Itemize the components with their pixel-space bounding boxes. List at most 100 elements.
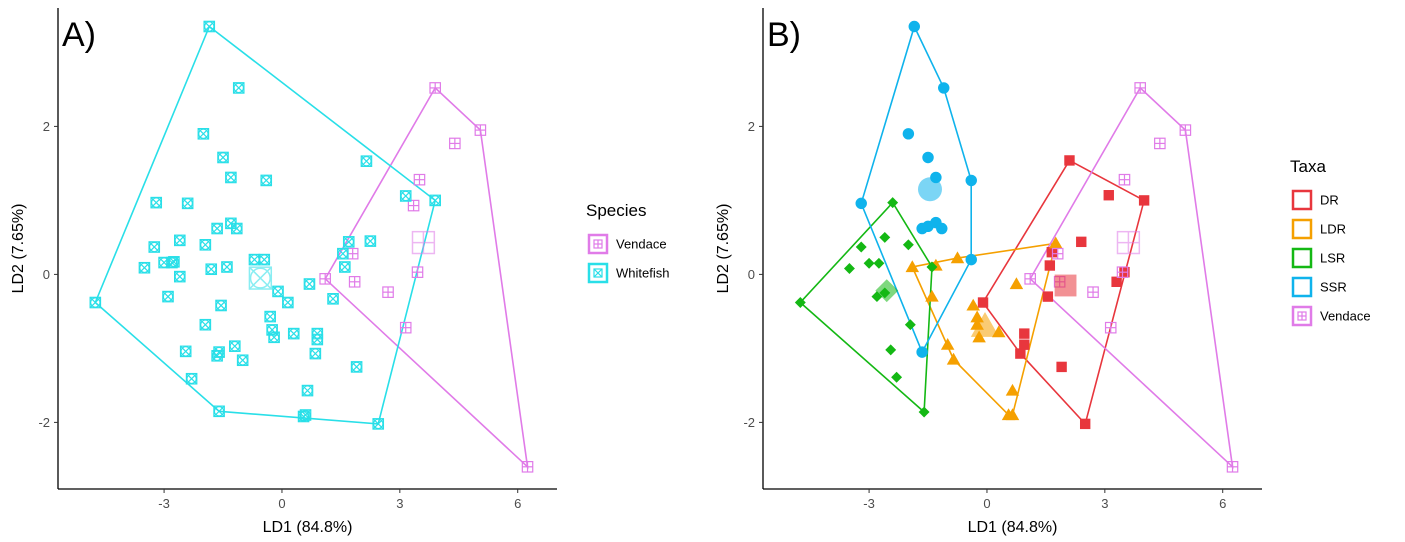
centroid-ldr [970,312,1000,337]
point-whitefish [337,247,349,260]
point-lsr [863,257,875,269]
point-whitefish [232,82,245,94]
point-whitefish [203,20,216,33]
point-ssr [965,253,977,266]
point-whitefish [230,222,243,235]
point-whitefish [162,290,174,303]
point-whitefish [342,236,355,248]
point-whitefish [179,345,192,358]
point-whitefish [236,354,249,367]
point-vendace [399,321,412,334]
point-vendace [382,286,394,298]
y-tick-label: 2 [43,119,50,134]
point-ssr [916,346,928,358]
x-tick-label: 3 [1101,496,1108,511]
point-whitefish [339,261,351,273]
panel-b: -3 0 3 6 -2 0 2 LD1 (84.8%) LD2 (7.65%) B) Taxa DR L… [715,8,1371,536]
centroid-vendace [411,230,436,255]
point-dr [1079,418,1091,430]
point-whitefish [229,340,241,352]
point-ldr [946,352,961,365]
point-whitefish [268,331,280,344]
point-whitefish [372,418,385,430]
centroid-whitefish [248,266,273,290]
point-whitefish [225,171,237,184]
point-whitefish [311,333,324,346]
point-lsr [926,261,938,273]
point-whitefish [174,234,186,247]
point-whitefish [215,299,227,312]
point-vendace [1104,321,1117,334]
point-whitefish [301,384,314,397]
point-whitefish [399,190,412,202]
point-lsr [871,291,883,303]
point-vendace [1024,273,1036,285]
x-axis-title: LD1 (84.8%) [263,519,353,536]
point-ssr [916,222,928,235]
point-whitefish [199,239,212,251]
point-dr [1064,155,1075,166]
point-lsr [918,406,930,418]
point-whitefish [89,296,102,309]
point-vendace [319,273,331,285]
point-dr [1044,260,1056,271]
point-ssr [908,20,920,33]
point-ldr [940,337,955,350]
point-ldr [905,260,920,273]
point-vendace [429,82,441,94]
point-vendace [1226,461,1239,473]
point-dr [1138,195,1150,206]
legend-label-lsr: LSR [1320,251,1345,266]
panel-label: A) [62,16,96,54]
point-dr [1015,348,1026,359]
point-lsr [902,239,914,251]
x-tick-label: 0 [983,496,990,511]
point-ldr [970,310,984,323]
point-whitefish [211,350,223,362]
point-whitefish [327,293,339,305]
point-whitefish [272,285,284,298]
hull-ssr [860,24,973,354]
point-whitefish [350,361,363,373]
point-dr [1046,247,1057,258]
point-vendace [407,199,420,212]
point-vendace [1118,173,1131,186]
point-lsr [873,257,885,269]
point-whitefish [429,194,441,207]
point-ssr [938,82,950,94]
point-ldr [1009,277,1024,290]
point-vendace [1051,247,1064,260]
point-dr [1056,361,1067,373]
point-ldr [1048,236,1063,249]
legend-label-whitefish: Whitefish [616,266,669,281]
y-tick-label: 0 [43,267,50,282]
point-whitefish [181,197,194,210]
legend-key [1291,276,1313,298]
point-ssr [855,197,867,210]
point-lsr [843,263,855,274]
point-lsr [879,231,891,243]
point-dr [1042,291,1054,302]
point-vendace [411,266,424,278]
point-vendace [521,461,534,473]
point-whitefish [364,235,377,247]
point-whitefish [297,410,310,423]
point-whitefish [138,261,151,274]
hull-whitefish [94,25,437,425]
centroid-vendace [1116,230,1141,255]
point-lsr [891,371,903,383]
legend-label-dr: DR [1320,193,1339,208]
hull-lsr [799,201,933,414]
point-vendace [413,173,426,186]
point-ldr [966,298,980,311]
x-tick-label: 3 [396,496,403,511]
point-whitefish [248,253,261,266]
point-whitefish [150,196,163,209]
point-whitefish [264,310,276,323]
point-whitefish [258,253,271,266]
point-ssr [922,151,934,164]
centroid-ssr [917,177,943,202]
x-tick-label: 6 [514,496,521,511]
point-lsr [794,297,806,308]
